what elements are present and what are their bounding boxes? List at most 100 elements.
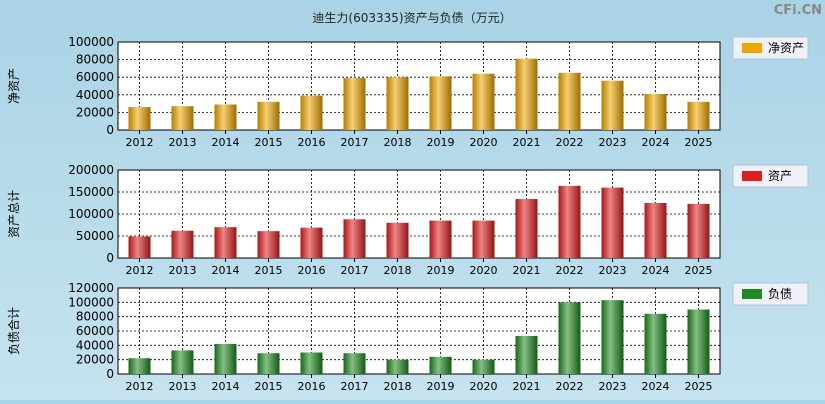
- bar-net-assets-2024: [644, 93, 667, 130]
- x-tick-label: 2018: [384, 264, 412, 277]
- y-tick-label: 60000: [76, 324, 114, 338]
- legend-box: [732, 36, 809, 60]
- legend-box: [732, 164, 809, 188]
- bar-total-assets-2023: [601, 187, 624, 258]
- x-tick-label: 2016: [298, 136, 326, 149]
- x-tick-label: 2012: [126, 264, 154, 277]
- x-tick-label: 2022: [556, 264, 584, 277]
- x-tick-label: 2024: [642, 136, 670, 149]
- x-tick-label: 2014: [212, 380, 240, 393]
- y-tick-label: 200000: [68, 163, 114, 177]
- y-tick-label: 100000: [68, 35, 114, 49]
- x-tick-label: 2021: [513, 136, 541, 149]
- bar-total-liabilities-2015: [257, 353, 280, 374]
- legend-swatch: [742, 289, 762, 299]
- bar-net-assets-2018: [386, 77, 409, 130]
- x-tick-label: 2022: [556, 380, 584, 393]
- bar-total-liabilities-2025: [687, 309, 710, 374]
- x-tick-label: 2019: [427, 264, 455, 277]
- y-tick-label: 80000: [76, 53, 114, 67]
- bar-net-assets-2016: [300, 95, 323, 130]
- x-tick-label: 2018: [384, 136, 412, 149]
- x-tick-label: 2016: [298, 264, 326, 277]
- x-tick-label: 2025: [685, 264, 713, 277]
- y-tick-label: 0: [106, 251, 114, 265]
- bar-net-assets-2019: [429, 76, 452, 130]
- y-tick-label: 0: [106, 367, 114, 381]
- x-tick-label: 2015: [255, 380, 283, 393]
- x-tick-label: 2013: [169, 136, 197, 149]
- y-tick-label: 60000: [76, 70, 114, 84]
- x-tick-label: 2014: [212, 136, 240, 149]
- x-tick-label: 2013: [169, 380, 197, 393]
- x-tick-label: 2017: [341, 136, 369, 149]
- x-tick-label: 2022: [556, 136, 584, 149]
- bar-net-assets-2025: [687, 101, 710, 130]
- y-tick-label: 0: [106, 123, 114, 137]
- bar-total-liabilities-2014: [214, 343, 237, 374]
- legend-swatch: [742, 171, 762, 181]
- bar-total-assets-2012: [128, 236, 151, 258]
- x-tick-label: 2020: [470, 264, 498, 277]
- bar-net-assets-2021: [515, 58, 538, 130]
- legend-swatch: [742, 43, 762, 53]
- x-tick-label: 2012: [126, 136, 154, 149]
- bar-total-assets-2017: [343, 219, 366, 258]
- x-tick-label: 2023: [599, 136, 627, 149]
- bar-net-assets-2012: [128, 107, 151, 130]
- bar-total-liabilities-2021: [515, 336, 538, 374]
- y-tick-label: 150000: [68, 185, 114, 199]
- legend-label: 资产: [768, 169, 792, 183]
- x-tick-label: 2025: [685, 136, 713, 149]
- x-tick-label: 2024: [642, 380, 670, 393]
- x-tick-label: 2023: [599, 264, 627, 277]
- y-tick-label: 100000: [68, 295, 114, 309]
- bar-total-liabilities-2012: [128, 358, 151, 374]
- y-tick-label: 100000: [68, 207, 114, 221]
- bar-total-liabilities-2019: [429, 356, 452, 374]
- x-tick-label: 2024: [642, 264, 670, 277]
- bar-total-liabilities-2013: [171, 350, 194, 374]
- x-tick-label: 2012: [126, 380, 154, 393]
- y-tick-label: 80000: [76, 310, 114, 324]
- bar-total-liabilities-2023: [601, 300, 624, 374]
- y-tick-label: 20000: [76, 353, 114, 367]
- legend-box: [732, 282, 809, 306]
- x-tick-label: 2014: [212, 264, 240, 277]
- x-tick-label: 2015: [255, 136, 283, 149]
- bar-net-assets-2014: [214, 104, 237, 130]
- x-tick-label: 2017: [341, 380, 369, 393]
- bar-total-liabilities-2018: [386, 359, 409, 374]
- x-tick-label: 2023: [599, 380, 627, 393]
- x-tick-label: 2016: [298, 380, 326, 393]
- bar-net-assets-2013: [171, 106, 194, 130]
- x-tick-label: 2019: [427, 136, 455, 149]
- bar-total-assets-2021: [515, 199, 538, 258]
- bar-total-assets-2018: [386, 222, 409, 258]
- x-tick-label: 2021: [513, 380, 541, 393]
- bar-net-assets-2023: [601, 80, 624, 130]
- y-tick-label: 40000: [76, 88, 114, 102]
- x-tick-label: 2017: [341, 264, 369, 277]
- bar-total-assets-2015: [257, 231, 280, 258]
- legend-label: 净资产: [768, 41, 804, 55]
- legend-label: 负债: [768, 287, 792, 301]
- x-tick-label: 2020: [470, 136, 498, 149]
- y-tick-label: 120000: [68, 281, 114, 295]
- bar-net-assets-2017: [343, 78, 366, 130]
- bar-total-liabilities-2020: [472, 359, 495, 374]
- x-tick-label: 2013: [169, 264, 197, 277]
- bar-net-assets-2015: [257, 101, 280, 130]
- y-tick-label: 40000: [76, 338, 114, 352]
- bar-net-assets-2020: [472, 73, 495, 130]
- bar-total-assets-2013: [171, 230, 194, 258]
- watermark: CFi.CN: [774, 3, 822, 18]
- bar-total-assets-2025: [687, 203, 710, 258]
- x-tick-label: 2020: [470, 380, 498, 393]
- x-tick-label: 2015: [255, 264, 283, 277]
- y-tick-label: 50000: [76, 229, 114, 243]
- x-tick-label: 2018: [384, 380, 412, 393]
- plot-area: [117, 41, 721, 131]
- y-axis-title: 净资产: [7, 68, 21, 104]
